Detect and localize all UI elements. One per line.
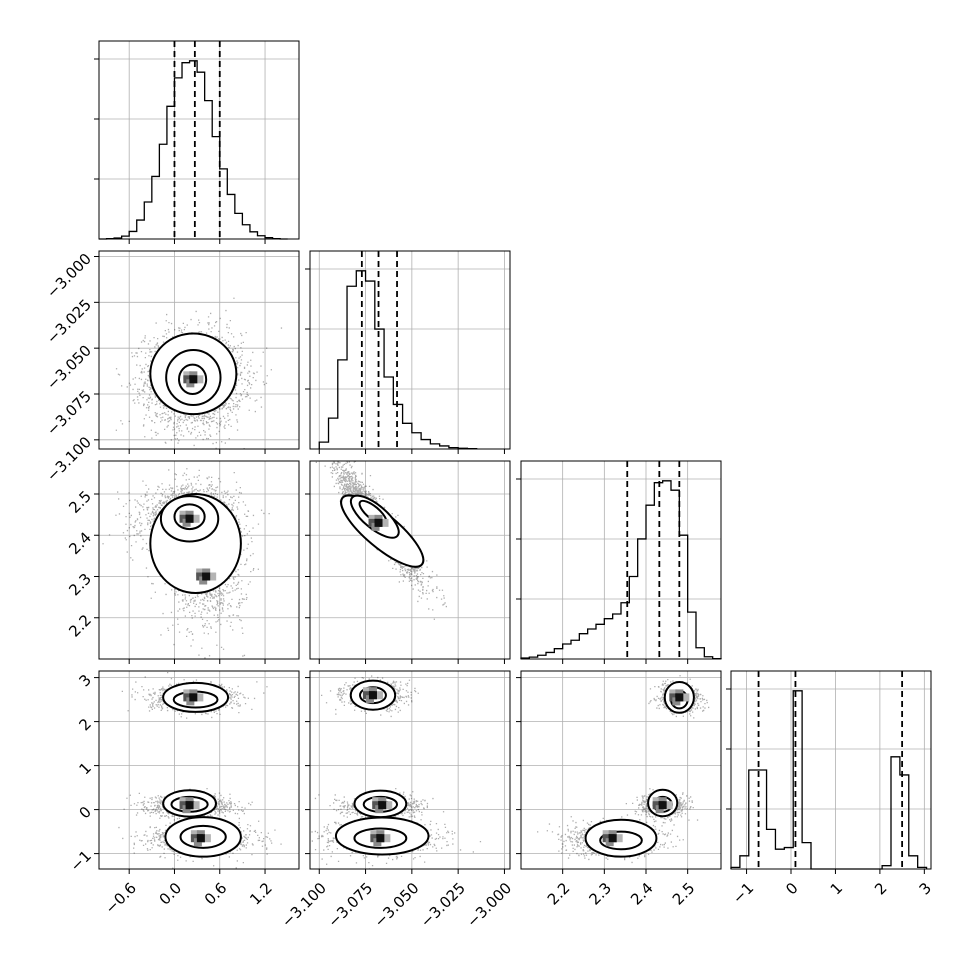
density-cell (382, 834, 391, 843)
panel-content (118, 672, 282, 869)
panel-frame (98, 40, 300, 240)
y-tick-label: 3 (76, 671, 95, 690)
density-cell (202, 834, 211, 843)
x-tick-label: −3.025 (417, 879, 469, 931)
x-tick-label: −3.100 (278, 879, 330, 931)
density-cell (374, 691, 383, 700)
density-cell (208, 572, 217, 581)
x-tick-label: −3.000 (463, 879, 515, 931)
density-peak (374, 518, 383, 527)
density-cell (380, 518, 389, 527)
y-tick-label: −3.075 (43, 387, 95, 439)
density-cell (384, 801, 393, 810)
density-peak (196, 834, 205, 843)
density-peak (185, 801, 194, 810)
density-cell (195, 693, 204, 702)
y-tick-label: −1 (67, 847, 95, 875)
x-tick-label: 2.2 (544, 879, 574, 909)
hist-panel-1 (305, 250, 511, 454)
panel-content (102, 468, 270, 659)
hist-panel-2 (516, 460, 722, 664)
x-tick-label: 0 (782, 879, 801, 898)
y-tick-label: 1 (76, 759, 95, 778)
y-tick-label: 2.5 (65, 487, 95, 517)
density-cell (191, 514, 200, 523)
histogram-step (730, 690, 928, 870)
density-cell (614, 834, 623, 843)
panel-frame (98, 670, 300, 870)
panel-frame (520, 460, 722, 660)
density-peak (378, 801, 387, 810)
panel-frame (520, 670, 722, 870)
histogram-step (99, 60, 288, 240)
x-tick-label: 1 (827, 879, 846, 898)
x-tick-label: −3.075 (324, 879, 376, 931)
density-peak (202, 572, 211, 581)
x-tick-label: 1.2 (246, 879, 276, 909)
hist-panel-0 (94, 40, 300, 244)
y-tick-label: 2 (76, 715, 95, 734)
panel-frame (309, 460, 511, 660)
histogram-step (520, 480, 722, 660)
panel-content (115, 297, 283, 449)
panel-frame (309, 670, 511, 870)
x-tick-label: 2.3 (585, 879, 615, 909)
x-tick-label: 2 (871, 879, 890, 898)
density-peak (675, 693, 684, 702)
density-cell (664, 801, 673, 810)
x-tick-label: 2.4 (627, 879, 657, 909)
panel-frame (730, 670, 932, 870)
x-tick-label: 0.0 (156, 879, 186, 909)
y-tick-label: 0 (76, 803, 95, 822)
density-peak (185, 514, 194, 523)
panel-frame (98, 460, 300, 660)
density-cell (191, 801, 200, 810)
density-cell (681, 693, 690, 702)
scatter-panel-3-2: 2.2 2.3 2.4 2.5 (516, 670, 722, 909)
y-tick-label: 2.4 (65, 529, 95, 559)
panel-content (315, 461, 447, 620)
x-tick-label: 3 (916, 879, 935, 898)
y-tick-label: 2.3 (65, 570, 95, 600)
density-peak (376, 834, 385, 843)
density-peak (608, 834, 617, 843)
scatter-panel-3-1: −3.100−3.075−3.050−3.025−3.000 (278, 670, 515, 931)
scatter-panel-2-0: 2.2 2.3 2.4 2.5 (65, 460, 300, 664)
y-tick-label: −3.000 (43, 250, 95, 302)
density-peak (189, 693, 198, 702)
x-tick-label: 0.6 (201, 879, 231, 909)
scatter-panel-2-1 (305, 460, 511, 664)
y-tick-label: −3.050 (43, 341, 95, 393)
density-peak (189, 375, 198, 384)
scatter-panel-3-0: −0.6 0.0 0.6 1.2 −1 0 1 2 3 (67, 670, 300, 918)
x-tick-label: 2.5 (669, 879, 699, 909)
density-cell (195, 375, 204, 384)
y-tick-label: −3.100 (43, 433, 95, 485)
panel-content (537, 675, 710, 864)
scatter-panel-1-0: −3.100−3.075−3.050−3.025−3.000 (43, 250, 300, 485)
panel-content (310, 675, 482, 869)
x-tick-label: −3.050 (371, 879, 423, 931)
x-tick-label: −0.6 (101, 879, 139, 917)
panel-frame (98, 250, 300, 450)
density-peak (368, 691, 377, 700)
y-tick-label: 2.2 (65, 611, 95, 641)
y-tick-label: −3.025 (43, 296, 95, 348)
panel-frame (309, 250, 511, 450)
hist-panel-3: −1 0 1 2 3 (726, 670, 935, 907)
histogram-step (318, 270, 478, 450)
x-tick-label: −1 (729, 879, 757, 907)
density-peak (658, 801, 667, 810)
